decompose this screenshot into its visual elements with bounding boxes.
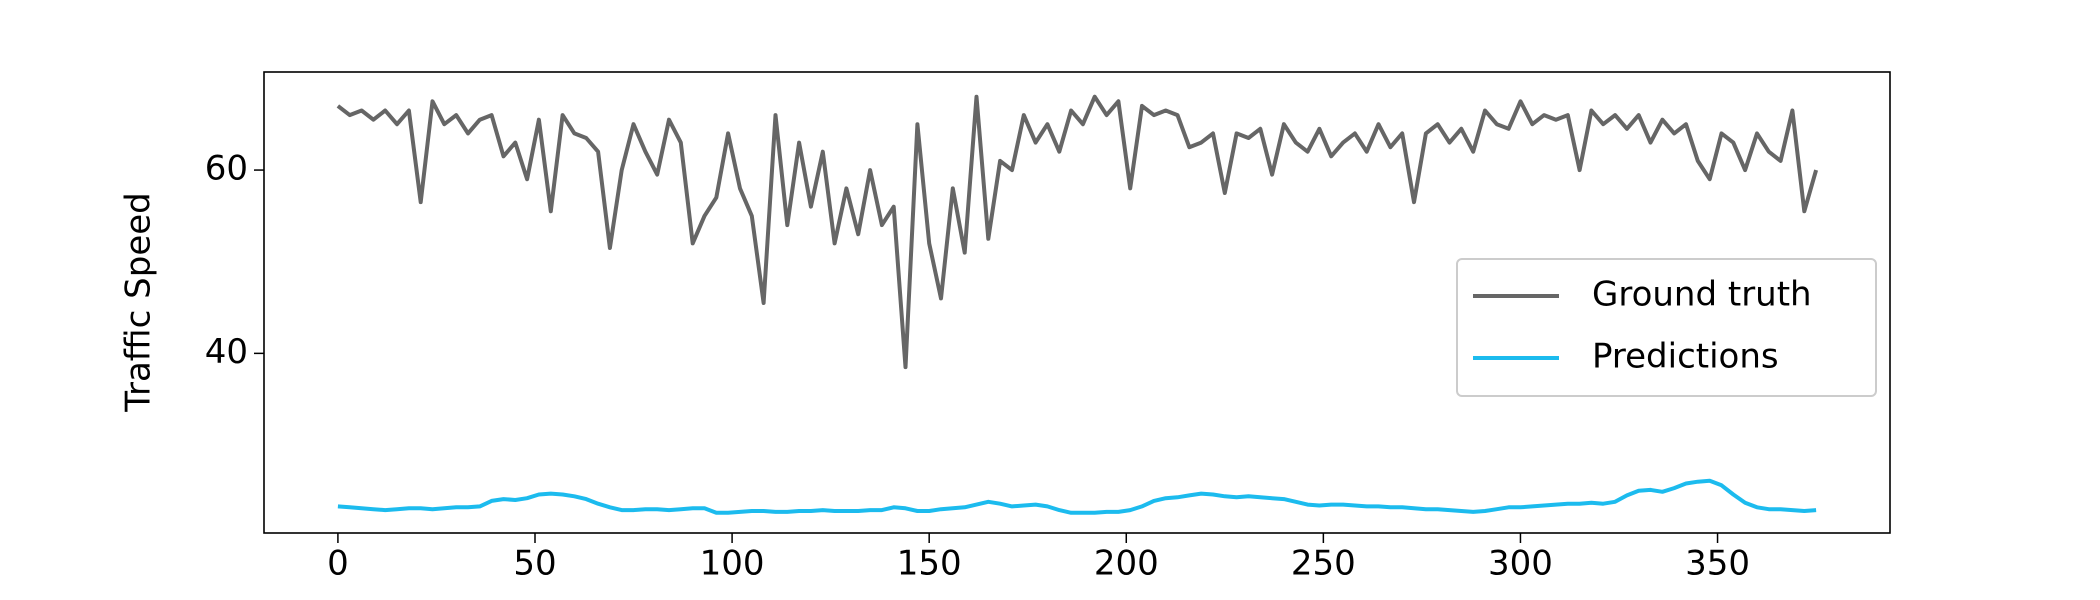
x-tick-label: 200	[1094, 544, 1159, 584]
x-tick-label: 250	[1291, 544, 1356, 584]
y-tick-label: 40	[205, 332, 248, 372]
x-tick-label: 150	[897, 544, 962, 584]
series-line	[337, 478, 1817, 515]
x-tick-label: 100	[700, 544, 765, 584]
legend-box	[1456, 258, 1877, 397]
x-tick-label: 0	[327, 544, 349, 584]
y-tick-label: 60	[205, 149, 248, 189]
legend-label: Predictions	[1592, 337, 1779, 377]
x-tick-label: 50	[513, 544, 556, 584]
x-tick-label: 300	[1488, 544, 1553, 584]
x-tick-label: 350	[1685, 544, 1750, 584]
legend-label: Ground truth	[1592, 275, 1812, 315]
y-axis-label: Traffic Speed	[119, 192, 159, 413]
series-line	[336, 94, 1819, 370]
plot-frame	[263, 71, 1891, 534]
